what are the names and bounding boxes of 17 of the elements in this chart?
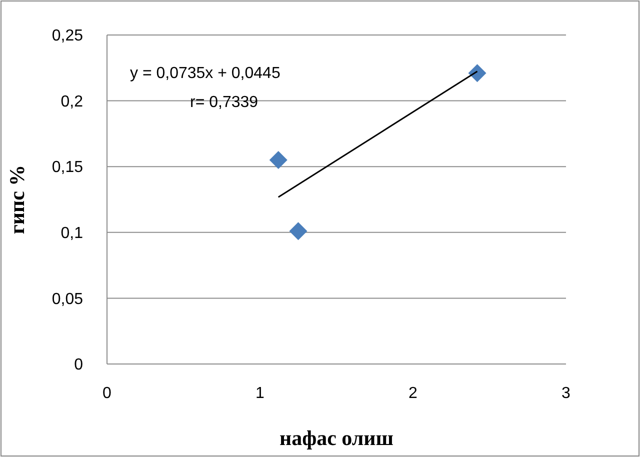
point [468,64,486,82]
y-axis-title: гипс % [5,164,29,234]
x-tick-label: 2 [408,385,418,402]
x-tick-label: 1 [256,385,265,402]
x-axis-title: нафас олиш [279,426,394,450]
x-tick-label: 0 [102,385,112,402]
annotation: r= 0,7339 [190,94,258,111]
y-tick-label: 0,2 [60,93,84,110]
point [269,151,288,170]
annotation: y = 0,0735x + 0,0445 [130,65,280,82]
point [289,222,308,240]
y-tick-label: 0,05 [52,290,84,308]
y-tick-label: 0,1 [60,225,84,242]
y-tick-label: 0,25 [52,28,84,45]
x-tick-label: 3 [562,385,571,402]
y-tick-label: 0,15 [52,159,84,176]
y-tick-label: 0 [74,356,84,374]
